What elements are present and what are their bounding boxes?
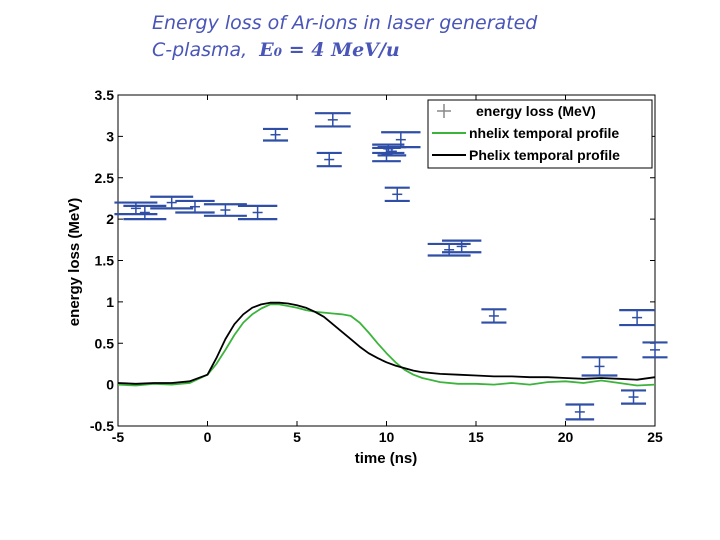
x-tick-label: 10 (379, 429, 395, 445)
energy-loss-point (619, 309, 655, 327)
slide-title: Energy loss of Ar-ions in laser generate… (152, 10, 537, 64)
x-axis-label: time (ns) (355, 450, 418, 467)
y-tick-label: 0.5 (95, 335, 115, 351)
legend-label-energy-loss: energy loss (MeV) (476, 103, 596, 119)
y-axis: -0.5 0 0.5 1 1.5 2 2.5 3 3.5 (90, 87, 655, 434)
y-tick-label: 0 (106, 377, 114, 393)
energy-loss-point (384, 186, 410, 203)
legend-label-nhelix: nhelix temporal profile (469, 125, 619, 141)
energy-loss-point (441, 239, 482, 254)
legend: energy loss (MeV) nhelix temporal profil… (427, 99, 653, 169)
x-tick-label: 20 (558, 429, 574, 445)
legend-label-phelix: Phelix temporal profile (469, 147, 620, 163)
x-tick-label: 5 (293, 429, 301, 445)
y-tick-label: 1 (106, 294, 114, 310)
energy-loss-point (481, 308, 507, 324)
slide-title-formula: E₀ = 4 MeV/u (259, 39, 400, 61)
x-tick-label: 0 (204, 429, 212, 445)
energy-loss-point (175, 199, 215, 214)
energy-loss-point (316, 151, 342, 168)
legend-item-energy-loss: energy loss (MeV) (437, 103, 596, 119)
series-lines (117, 301, 656, 387)
y-tick-label: 3.5 (95, 87, 115, 103)
energy-loss-point (123, 204, 167, 221)
energy-loss-point (314, 112, 351, 128)
legend-item-nhelix: nhelix temporal profile (432, 125, 619, 141)
energy-loss-point (262, 127, 289, 142)
energy-loss-point (203, 203, 247, 217)
energy-loss-point (620, 389, 647, 405)
y-tick-label: -0.5 (90, 418, 114, 434)
legend-item-phelix: Phelix temporal profile (432, 147, 620, 163)
slide-title-prefix: C-plasma, (152, 39, 248, 61)
y-tick-label: 2 (106, 211, 114, 227)
nhelix-profile-line (117, 303, 656, 387)
y-tick-label: 3 (106, 128, 114, 144)
energy-loss-point (642, 341, 668, 359)
phelix-profile-line (117, 301, 656, 385)
y-axis-label: energy loss (MeV) (66, 198, 83, 326)
y-tick-label: 2.5 (95, 170, 115, 186)
energy-loss-points (114, 112, 668, 421)
slide-title-line2: C-plasma, E₀ = 4 MeV/u (152, 37, 537, 64)
energy-loss-point (427, 242, 471, 257)
energy-loss-point (565, 403, 595, 421)
x-tick-label: 25 (647, 429, 663, 445)
x-axis: -5 0 5 10 15 20 25 (112, 95, 663, 445)
energy-loss-point (150, 195, 194, 210)
energy-loss-point (237, 204, 278, 221)
slide-title-line1: Energy loss of Ar-ions in laser generate… (152, 12, 538, 34)
x-tick-label: 15 (468, 429, 484, 445)
energy-loss-point (114, 201, 158, 216)
energy-loss-point (581, 356, 618, 377)
x-tick-label: -5 (112, 429, 125, 445)
y-tick-label: 1.5 (95, 253, 115, 269)
energy-loss-point (381, 131, 421, 149)
